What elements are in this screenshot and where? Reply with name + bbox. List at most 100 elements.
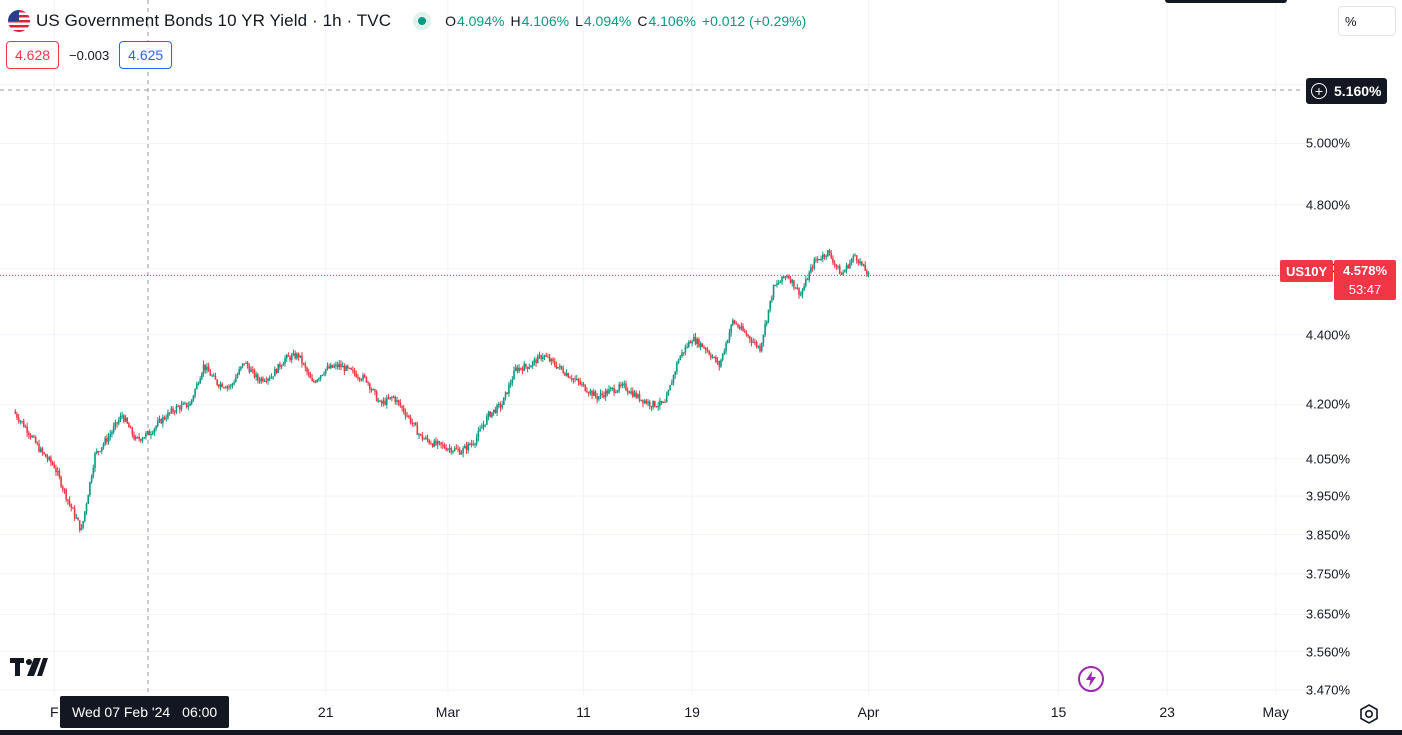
candle-body xyxy=(557,367,559,369)
candle-body xyxy=(458,449,461,455)
candle-body xyxy=(562,368,565,374)
candle-body xyxy=(728,332,731,341)
candle-body xyxy=(421,434,424,440)
candle-body xyxy=(377,400,380,402)
y-tick-label: 4.800% xyxy=(1305,197,1350,212)
candle-body xyxy=(338,363,341,368)
candle-body xyxy=(584,384,587,391)
candle-body xyxy=(530,365,532,368)
candle-body xyxy=(124,417,127,422)
tradingview-logo-icon[interactable] xyxy=(10,656,48,683)
candle-body xyxy=(362,375,364,380)
candle-body xyxy=(467,443,470,451)
candle-body xyxy=(799,294,802,296)
candle-body xyxy=(531,361,534,366)
candle-body xyxy=(654,400,656,407)
candle-body xyxy=(487,411,490,417)
candle-body xyxy=(133,434,135,440)
candle-body xyxy=(547,356,549,358)
candle-body xyxy=(640,399,643,401)
candle-body xyxy=(725,343,727,352)
candle-body xyxy=(560,365,563,369)
candle-body xyxy=(328,366,330,369)
candle-body xyxy=(574,378,576,380)
candle-body xyxy=(160,419,162,424)
candle-body xyxy=(22,421,25,427)
candle-body xyxy=(63,489,66,491)
candle-body xyxy=(838,266,841,275)
candle-body xyxy=(369,383,371,390)
toolbar-tab[interactable] xyxy=(1165,0,1287,3)
y-tick-label: 3.950% xyxy=(1305,488,1350,504)
candle-body xyxy=(791,280,794,283)
sell-bid-button[interactable]: 4.628 xyxy=(6,41,60,69)
candle-body xyxy=(655,406,658,408)
candle-body xyxy=(163,417,166,419)
candle-body xyxy=(145,433,147,438)
candle-body xyxy=(436,441,439,445)
candle-body xyxy=(536,355,539,364)
y-tick-label: 3.750% xyxy=(1305,566,1350,582)
candle-body xyxy=(333,365,335,368)
candle-body xyxy=(28,432,30,435)
candle-body xyxy=(665,395,668,403)
candle-body xyxy=(207,366,210,372)
crosshair-time: 06:00 xyxy=(182,704,218,720)
candle-body xyxy=(749,336,751,340)
candle-body xyxy=(679,356,682,361)
symbol-title[interactable]: US Government Bonds 10 YR Yield · 1h · T… xyxy=(36,11,392,30)
candle-body xyxy=(806,279,809,281)
candle-body xyxy=(545,355,548,357)
candle-body xyxy=(764,323,766,335)
candle-body xyxy=(136,437,139,439)
candle-body xyxy=(314,381,317,383)
candle-body xyxy=(457,448,459,450)
candle-body xyxy=(140,439,142,441)
candle-body xyxy=(772,285,775,298)
candle-body xyxy=(255,374,257,378)
candle-body xyxy=(535,359,537,364)
candle-body xyxy=(343,365,346,372)
candle-body xyxy=(26,426,28,433)
candle-body xyxy=(784,276,787,278)
candle-body xyxy=(75,517,78,519)
candle-body xyxy=(674,371,676,376)
scale-mode-button[interactable]: % xyxy=(1338,6,1396,36)
candle-body xyxy=(469,443,471,445)
candle-body xyxy=(720,360,722,367)
candle-body xyxy=(248,366,251,373)
add-crosshair-icon[interactable]: + xyxy=(1306,78,1332,104)
candle-body xyxy=(21,421,23,423)
y-tick-label: 3.470% xyxy=(1305,682,1350,698)
candle-body xyxy=(229,385,232,387)
candle-body xyxy=(866,270,868,275)
candle-body xyxy=(621,384,624,386)
live-status-icon xyxy=(413,12,432,30)
candle-body xyxy=(185,402,188,408)
candle-body xyxy=(158,419,161,422)
candle-body xyxy=(134,437,137,440)
open-key: O xyxy=(445,13,456,29)
candle-body xyxy=(708,351,710,355)
settings-gear-icon[interactable] xyxy=(1358,703,1380,730)
lightning-icon[interactable] xyxy=(1077,665,1105,698)
x-tick-label: 19 xyxy=(684,704,700,720)
candle-body xyxy=(419,434,422,436)
candle-body xyxy=(523,364,525,371)
candle-body xyxy=(672,375,675,384)
candle-body xyxy=(645,400,648,404)
candle-body xyxy=(231,383,234,386)
candle-body xyxy=(90,476,93,483)
candle-body xyxy=(520,367,522,369)
candle-body xyxy=(263,380,266,382)
candle-body xyxy=(565,373,568,376)
candle-body xyxy=(65,489,67,500)
high-key: H xyxy=(510,13,521,29)
candle-body xyxy=(260,378,263,382)
symbol-price-label: US10Y xyxy=(1280,260,1334,282)
candle-body xyxy=(279,363,281,368)
buy-ask-button[interactable]: 4.625 xyxy=(119,41,173,69)
crosshair-date: Wed 07 Feb '24 xyxy=(72,704,171,720)
candle-body xyxy=(616,390,619,393)
